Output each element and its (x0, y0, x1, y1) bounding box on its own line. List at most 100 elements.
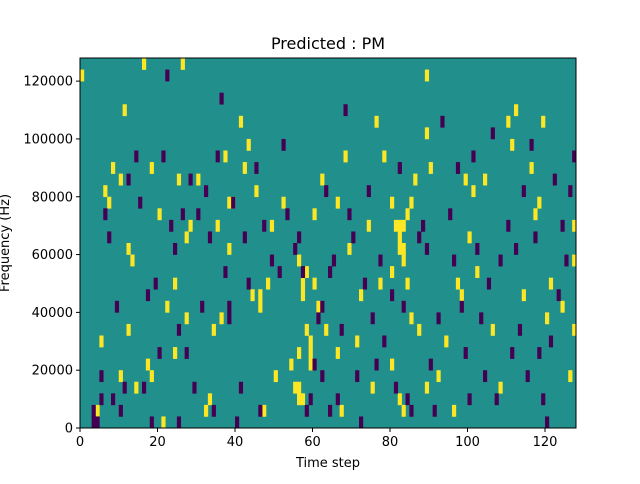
heatmap-cell-low (517, 323, 523, 336)
heatmap-cell-low (207, 231, 213, 244)
heatmap-cell-low (347, 208, 352, 221)
heatmap-cell-low (118, 404, 123, 417)
heatmap-cell-low (95, 416, 100, 429)
heatmap-cell-high (374, 115, 379, 128)
heatmap-cell-low (370, 312, 375, 325)
heatmap-cell-high (490, 323, 495, 336)
heatmap-cell-low (421, 219, 426, 232)
heatmap-cell-high (273, 370, 278, 383)
heatmap-cell-low (231, 196, 236, 209)
heatmap-cell-high (165, 300, 170, 313)
plot-area (79, 57, 577, 429)
heatmap-cell-high (184, 231, 189, 244)
heatmap-cell-high (173, 277, 178, 290)
heatmap-cell-high (572, 254, 577, 267)
heatmap-cell-high (397, 243, 402, 255)
heatmap-cell-high (347, 243, 352, 255)
heatmap-cell-high (397, 231, 402, 244)
heatmap-cell-low (320, 370, 325, 383)
heatmap-cell-low (215, 150, 220, 163)
heatmap-cell-low (320, 300, 325, 313)
heatmap-cell-low (297, 231, 302, 244)
heatmap-cell-high (293, 381, 298, 394)
heatmap-cell-high (126, 323, 131, 336)
plot-background (80, 58, 576, 428)
heatmap-cell-low (424, 243, 430, 255)
heatmap-cell-high (122, 104, 127, 117)
heatmap-cell-low (126, 173, 131, 186)
heatmap-cell-low (382, 335, 387, 348)
heatmap-cell-high (424, 69, 430, 82)
heatmap-cell-low (351, 231, 356, 244)
heatmap-cell-high (541, 115, 546, 128)
heatmap-cell-low (355, 370, 360, 383)
heatmap-cell-high (126, 243, 131, 255)
heatmap-cell-high (254, 185, 259, 198)
heatmap-cell-low (196, 208, 201, 221)
heatmap-cell-low (99, 393, 104, 406)
heatmap-cell-high (297, 254, 302, 267)
heatmap-cell-high (269, 219, 275, 232)
heatmap-cell-high (297, 381, 302, 394)
heatmap-cell-high (510, 138, 515, 151)
heatmap-cell-high (242, 162, 247, 174)
heatmap-cell-high (548, 277, 554, 290)
y-tick-label: 40000 (32, 306, 73, 321)
heatmap-cell-low (366, 185, 371, 198)
heatmap-cell-low (246, 277, 251, 290)
heatmap-cell-low (343, 104, 348, 117)
heatmap-cell-high (297, 347, 302, 359)
heatmap-cell-low (153, 277, 158, 290)
heatmap-cell-low (448, 208, 453, 221)
heatmap-cell-high (409, 196, 414, 209)
heatmap-cell-high (227, 243, 232, 255)
heatmap-cell-low (211, 404, 216, 417)
heatmap-cell-high (343, 150, 348, 163)
heatmap-cell-low (262, 219, 267, 232)
heatmap-cell-high (393, 219, 399, 232)
heatmap-cell-high (401, 219, 406, 232)
heatmap-cell-low (537, 347, 542, 359)
heatmap-cell-low (103, 208, 108, 221)
heatmap-cell-high (227, 196, 232, 209)
heatmap-cell-low (176, 323, 182, 336)
heatmap-cell-high (281, 196, 286, 209)
heatmap-cell-low (525, 370, 530, 383)
heatmap-cell-low (533, 231, 538, 244)
heatmap-cell-low (417, 231, 422, 244)
heatmap-cell-high (506, 115, 511, 128)
heatmap-cell-high (176, 173, 182, 186)
heatmap-cell-high (188, 219, 193, 232)
heatmap-cell-low (145, 289, 151, 302)
heatmap-cell-high (390, 196, 395, 209)
heatmap-cell-high (417, 323, 422, 336)
heatmap-cell-low (440, 115, 445, 128)
heatmap-cell-high (397, 219, 402, 232)
heatmap-cell-high (266, 277, 271, 290)
heatmap-cell-low (219, 92, 224, 105)
heatmap-cell-low (184, 347, 189, 359)
heatmap-cell-high (471, 185, 476, 198)
heatmap-cell-high (436, 370, 441, 383)
heatmap-cell-low (142, 381, 147, 394)
heatmap-cell-high (339, 404, 344, 417)
heatmap-cell-high (223, 150, 228, 163)
heatmap-cell-low (529, 138, 534, 151)
heatmap-cell-low (238, 381, 244, 394)
heatmap-cell-high (355, 335, 360, 348)
heatmap-cell-low (560, 219, 565, 232)
y-tick-label: 120000 (23, 75, 73, 90)
heatmap-cell-high (215, 219, 220, 232)
heatmap-cell-high (560, 300, 565, 313)
heatmap-cell-low (192, 381, 197, 394)
heatmap-cell-high (316, 300, 321, 313)
heatmap-cell-low (300, 266, 306, 278)
heatmap-cell-low (258, 404, 263, 417)
heatmap-cell-high (80, 69, 85, 82)
heatmap-cell-high (211, 323, 216, 336)
heatmap-cell-low (436, 312, 441, 325)
heatmap-cell-high (161, 416, 166, 429)
chart-title: Predicted : PM (271, 34, 385, 53)
heatmap-cell-low (91, 416, 96, 429)
heatmap-cell-high (308, 358, 313, 371)
